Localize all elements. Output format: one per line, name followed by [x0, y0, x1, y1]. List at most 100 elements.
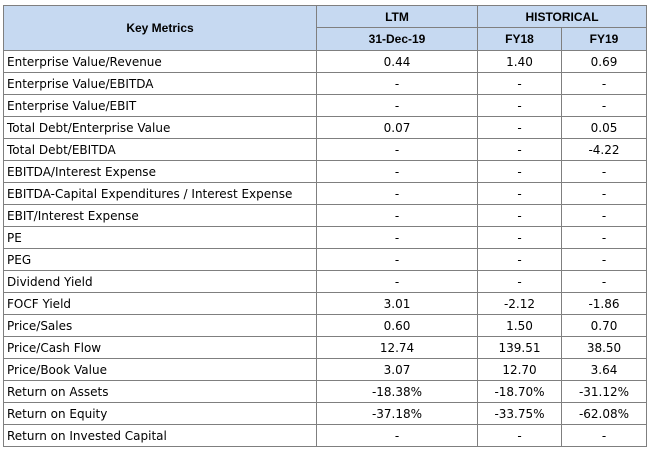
header-row-periods: 31-Dec-19 FY18 FY19 [4, 27, 647, 51]
table-row: Enterprise Value/EBIT - - - [3, 94, 647, 117]
ltm-value-cell: 0.07 [316, 116, 478, 139]
metric-label-cell: Enterprise Value/EBITDA [3, 72, 317, 95]
metric-label-cell: EBITDA-Capital Expenditures / Interest E… [3, 182, 317, 205]
metric-label-cell: Return on Assets [3, 380, 317, 403]
fy19-value-cell: - [561, 72, 647, 95]
fy19-value-cell: - [561, 226, 647, 249]
ltm-value-cell: - [316, 72, 478, 95]
ltm-value-cell: - [316, 182, 478, 205]
table-row: PEG - - - [3, 248, 647, 271]
key-metrics-table: Key Metrics LTM HISTORICAL 31-Dec-19 FY1… [3, 5, 647, 447]
table-row: Price/Sales 0.60 1.50 0.70 [3, 314, 647, 337]
metric-label-cell: PE [3, 226, 317, 249]
ltm-value-cell: - [316, 248, 478, 271]
fy19-value-cell: 0.69 [561, 50, 647, 73]
metric-label-cell: Enterprise Value/Revenue [3, 50, 317, 73]
ltm-value-cell: 0.44 [316, 50, 478, 73]
table-row: Return on Invested Capital - - - [3, 424, 647, 447]
fy19-header: FY19 [561, 27, 647, 51]
ltm-value-cell: 3.01 [316, 292, 478, 315]
ltm-value-cell: -37.18% [316, 402, 478, 425]
fy19-value-cell: -62.08% [561, 402, 647, 425]
fy19-value-cell: 0.05 [561, 116, 647, 139]
metric-label-cell: Price/Book Value [3, 358, 317, 381]
fy19-value-cell: - [561, 182, 647, 205]
metric-label-cell: Dividend Yield [3, 270, 317, 293]
metric-label-cell: Price/Cash Flow [3, 336, 317, 359]
metric-label-cell: PEG [3, 248, 317, 271]
fy18-value-cell: - [477, 270, 562, 293]
fy19-value-cell: 0.70 [561, 314, 647, 337]
fy19-value-cell: 38.50 [561, 336, 647, 359]
table-row: Price/Cash Flow 12.74 139.51 38.50 [3, 336, 647, 359]
table-row: Total Debt/Enterprise Value 0.07-0.05 [3, 116, 647, 139]
fy18-value-cell: - [477, 160, 562, 183]
fy18-value-cell: 1.40 [477, 50, 562, 73]
fy18-value-cell: - [477, 182, 562, 205]
table-row: Dividend Yield - - - [3, 270, 647, 293]
ltm-value-cell: - [316, 270, 478, 293]
metric-label-cell: Total Debt/EBITDA [3, 138, 317, 161]
ltm-date-header: 31-Dec-19 [316, 27, 478, 51]
fy18-header: FY18 [477, 27, 562, 51]
metric-label-cell: Total Debt/Enterprise Value [3, 116, 317, 139]
header-row-groups: Key Metrics LTM HISTORICAL [3, 5, 647, 51]
metric-label-cell: Price/Sales [3, 314, 317, 337]
metric-label-cell: Return on Equity [3, 402, 317, 425]
table-row: EBITDA-Capital Expenditures / Interest E… [3, 182, 647, 205]
table-row: Enterprise Value/Revenue 0.44 1.40 0.69 [3, 50, 647, 73]
fy19-value-cell: - [561, 248, 647, 271]
ltm-value-cell: - [316, 226, 478, 249]
metric-label-cell: FOCF Yield [3, 292, 317, 315]
fy18-value-cell: - [477, 424, 562, 447]
ltm-value-cell: - [316, 424, 478, 447]
fy18-value-cell: - [477, 116, 562, 139]
fy19-value-cell: -4.22 [561, 138, 647, 161]
metric-label-cell: EBITDA/Interest Expense [3, 160, 317, 183]
ltm-value-cell: -18.38% [316, 380, 478, 403]
table-row: Return on Equity -37.18% -33.75% -62.08% [3, 402, 647, 425]
fy18-value-cell: 1.50 [477, 314, 562, 337]
ltm-value-cell: - [316, 138, 478, 161]
table-row: EBIT/Interest Expense - - - [3, 204, 647, 227]
fy18-value-cell: -33.75% [477, 402, 562, 425]
metric-label-cell: EBIT/Interest Expense [3, 204, 317, 227]
fy18-value-cell: - [477, 248, 562, 271]
fy19-value-cell: 3.64 [561, 358, 647, 381]
key-metrics-header: Key Metrics [3, 5, 317, 51]
metric-label-cell: Enterprise Value/EBIT [3, 94, 317, 117]
table-row: FOCF Yield 3.01 -2.12 -1.86 [3, 292, 647, 315]
ltm-value-cell: - [316, 160, 478, 183]
fy18-value-cell: - [477, 72, 562, 95]
fy18-value-cell: - [477, 94, 562, 117]
fy19-value-cell: - [561, 94, 647, 117]
ltm-value-cell: 12.74 [316, 336, 478, 359]
table-row: Total Debt/EBITDA - - -4.22 [3, 138, 647, 161]
fy19-value-cell: -1.86 [561, 292, 647, 315]
fy18-value-cell: 12.70 [477, 358, 562, 381]
fy18-value-cell: - [477, 226, 562, 249]
table-row: Price/Book Value 3.07 12.70 3.64 [3, 358, 647, 381]
fy19-value-cell: - [561, 424, 647, 447]
ltm-value-cell: 3.07 [316, 358, 478, 381]
table-row: Return on Assets -18.38% -18.70% -31.12% [3, 380, 647, 403]
fy19-value-cell: - [561, 204, 647, 227]
fy18-value-cell: - [477, 138, 562, 161]
table-row: EBITDA/Interest Expense - - - [3, 160, 647, 183]
fy19-value-cell: -31.12% [561, 380, 647, 403]
fy18-value-cell: -18.70% [477, 380, 562, 403]
ltm-value-cell: - [316, 94, 478, 117]
table-row: Enterprise Value/EBITDA - - - [3, 72, 647, 95]
ltm-header: LTM [316, 5, 478, 28]
fy18-value-cell: - [477, 204, 562, 227]
ltm-value-cell: - [316, 204, 478, 227]
metric-label-cell: Return on Invested Capital [3, 424, 317, 447]
ltm-value-cell: 0.60 [316, 314, 478, 337]
historical-header: HISTORICAL [477, 5, 647, 28]
fy18-value-cell: -2.12 [477, 292, 562, 315]
fy19-value-cell: - [561, 270, 647, 293]
fy19-value-cell: - [561, 160, 647, 183]
table-row: PE - - - [3, 226, 647, 249]
metrics-body: Enterprise Value/Revenue 0.44 1.40 0.69 Ente… [3, 50, 647, 447]
fy18-value-cell: 139.51 [477, 336, 562, 359]
